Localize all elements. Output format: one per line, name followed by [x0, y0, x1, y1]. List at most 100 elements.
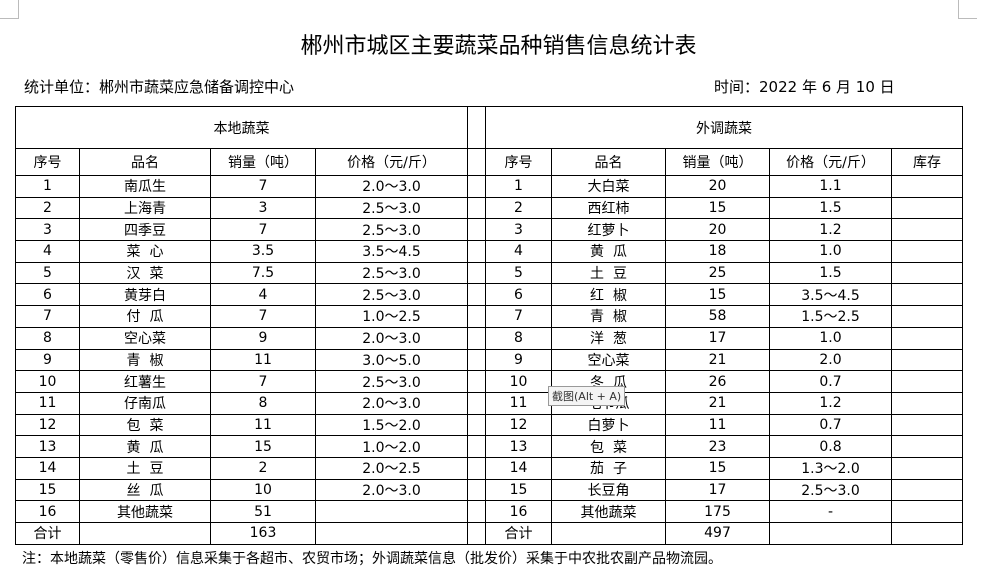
margin-mark: [0, 0, 19, 19]
cell: 其他蔬菜: [551, 500, 666, 523]
cell: 上海青: [79, 196, 211, 220]
cell: 2.0～3.0: [315, 391, 468, 415]
cell: 3: [485, 218, 552, 242]
cell: 2.0: [769, 348, 892, 372]
cell: 7: [485, 305, 552, 328]
cell: [890, 240, 964, 263]
cell: 合计: [485, 522, 552, 545]
cell: 26: [665, 370, 770, 393]
cell: 7: [210, 175, 316, 198]
data-row: 12 包 菜 11 1.5～2.0 12 白萝卜 11 0.7: [15, 413, 964, 437]
cell: 13: [485, 435, 552, 458]
date: 时间：2022 年 6 月 10 日: [714, 78, 895, 96]
group-header: 本地蔬菜: [15, 106, 468, 149]
cell: 1: [15, 175, 80, 198]
cell: 15: [665, 456, 770, 480]
note: 注：本地蔬菜（零售价）信息采集于各超市、农贸市场；外调蔬菜信息（批发价）采集于中…: [22, 551, 722, 567]
cell: 1.0～2.5: [315, 305, 468, 328]
cell: 青 椒: [551, 305, 666, 328]
cell: [890, 261, 964, 285]
cell: 其他蔬菜: [79, 500, 211, 523]
spacer-cell: [467, 348, 486, 372]
unit: 统计单位：郴州市蔬菜应急储备调控中心: [24, 78, 295, 96]
cell: [890, 391, 964, 415]
cell: [890, 435, 964, 458]
cell: 2.0～3.0: [315, 175, 468, 198]
data-row: 1 南瓜生 7 2.0～3.0 1 大白菜 20 1.1: [15, 175, 964, 198]
cell: 7: [210, 370, 316, 393]
spacer-cell: [467, 240, 486, 263]
cell: 1.5: [769, 196, 892, 220]
data-row: 6 黄芽白 4 2.5～3.0 6 红 椒 15 3.5～4.5: [15, 283, 964, 307]
cell: 7: [15, 305, 80, 328]
spacer-cell: [467, 196, 486, 220]
cell: 2.5～3.0: [315, 370, 468, 393]
cell: 6: [15, 283, 80, 307]
cell: 20: [665, 218, 770, 242]
spacer-cell: [467, 370, 486, 393]
cell: 0.8: [769, 435, 892, 458]
cell: 1.1: [769, 175, 892, 198]
cell: [890, 522, 964, 545]
cell: 青 椒: [79, 348, 211, 372]
cell: 163: [210, 522, 316, 545]
cell: 12: [485, 413, 552, 437]
cell: -: [769, 500, 892, 523]
cell: 14: [485, 456, 552, 480]
column-header: 销量（吨）: [665, 148, 770, 176]
cell: 12: [15, 413, 80, 437]
column-header: 库存: [890, 148, 964, 176]
data-row: 14 土 豆 2 2.0～2.5 14 茄 子 15 1.3～2.0: [15, 456, 964, 480]
cell: 17: [665, 478, 770, 502]
cell: 仔南瓜: [79, 391, 211, 415]
cell: 10: [485, 370, 552, 393]
cell: 土 豆: [79, 456, 211, 480]
cell: 付 瓜: [79, 305, 211, 328]
cell: [890, 305, 964, 328]
cell: 497: [665, 522, 770, 545]
spacer-cell: [467, 175, 486, 198]
cell: 9: [15, 348, 80, 372]
cell: 10: [15, 370, 80, 393]
table-body: 本地蔬菜 外调蔬菜 序号 品名 销量（吨） 价格（元/斤） 序号 品名 销量（吨） 价格（元/斤）…: [15, 106, 964, 545]
cell: 21: [665, 391, 770, 415]
cell: 汉 菜: [79, 261, 211, 285]
cell: [315, 522, 468, 545]
cell: 丝 瓜: [79, 478, 211, 502]
spacer-cell: [467, 435, 486, 458]
cell: 11: [665, 413, 770, 437]
data-row: 13 黄 瓜 15 1.0～2.0 13 包 菜 23 0.8: [15, 435, 964, 458]
cell: 4: [485, 240, 552, 263]
cell: [890, 478, 964, 502]
cell: 红薯生: [79, 370, 211, 393]
cell: 6: [485, 283, 552, 307]
cell: 9: [210, 326, 316, 350]
cell: 2.0～2.5: [315, 456, 468, 480]
cell: 11: [485, 391, 552, 415]
spacer-cell: [467, 391, 486, 415]
spacer-cell: [467, 478, 486, 502]
cell: 2.0～3.0: [315, 478, 468, 502]
spacer-cell: [467, 283, 486, 307]
cell: [890, 348, 964, 372]
spacer-cell: [467, 413, 486, 437]
cell: 5: [15, 261, 80, 285]
cell: 包 菜: [551, 435, 666, 458]
cell: [890, 326, 964, 350]
group-row: 本地蔬菜 外调蔬菜: [15, 106, 964, 149]
cell: 51: [210, 500, 316, 523]
cell: 0.7: [769, 413, 892, 437]
cell: 9: [485, 348, 552, 372]
cell: 7: [210, 305, 316, 328]
cell: 菜 心: [79, 240, 211, 263]
cell: 1.3～2.0: [769, 456, 892, 480]
cell: [890, 283, 964, 307]
cell: 1.0: [769, 240, 892, 263]
data-row: 10 红薯生 7 2.5～3.0 10 冬 瓜 26 0.7: [15, 370, 964, 393]
tooltip: 截图(Alt + A): [548, 386, 626, 406]
cell: 1.5～2.0: [315, 413, 468, 437]
cell: 15: [665, 196, 770, 220]
cell: 17: [665, 326, 770, 350]
